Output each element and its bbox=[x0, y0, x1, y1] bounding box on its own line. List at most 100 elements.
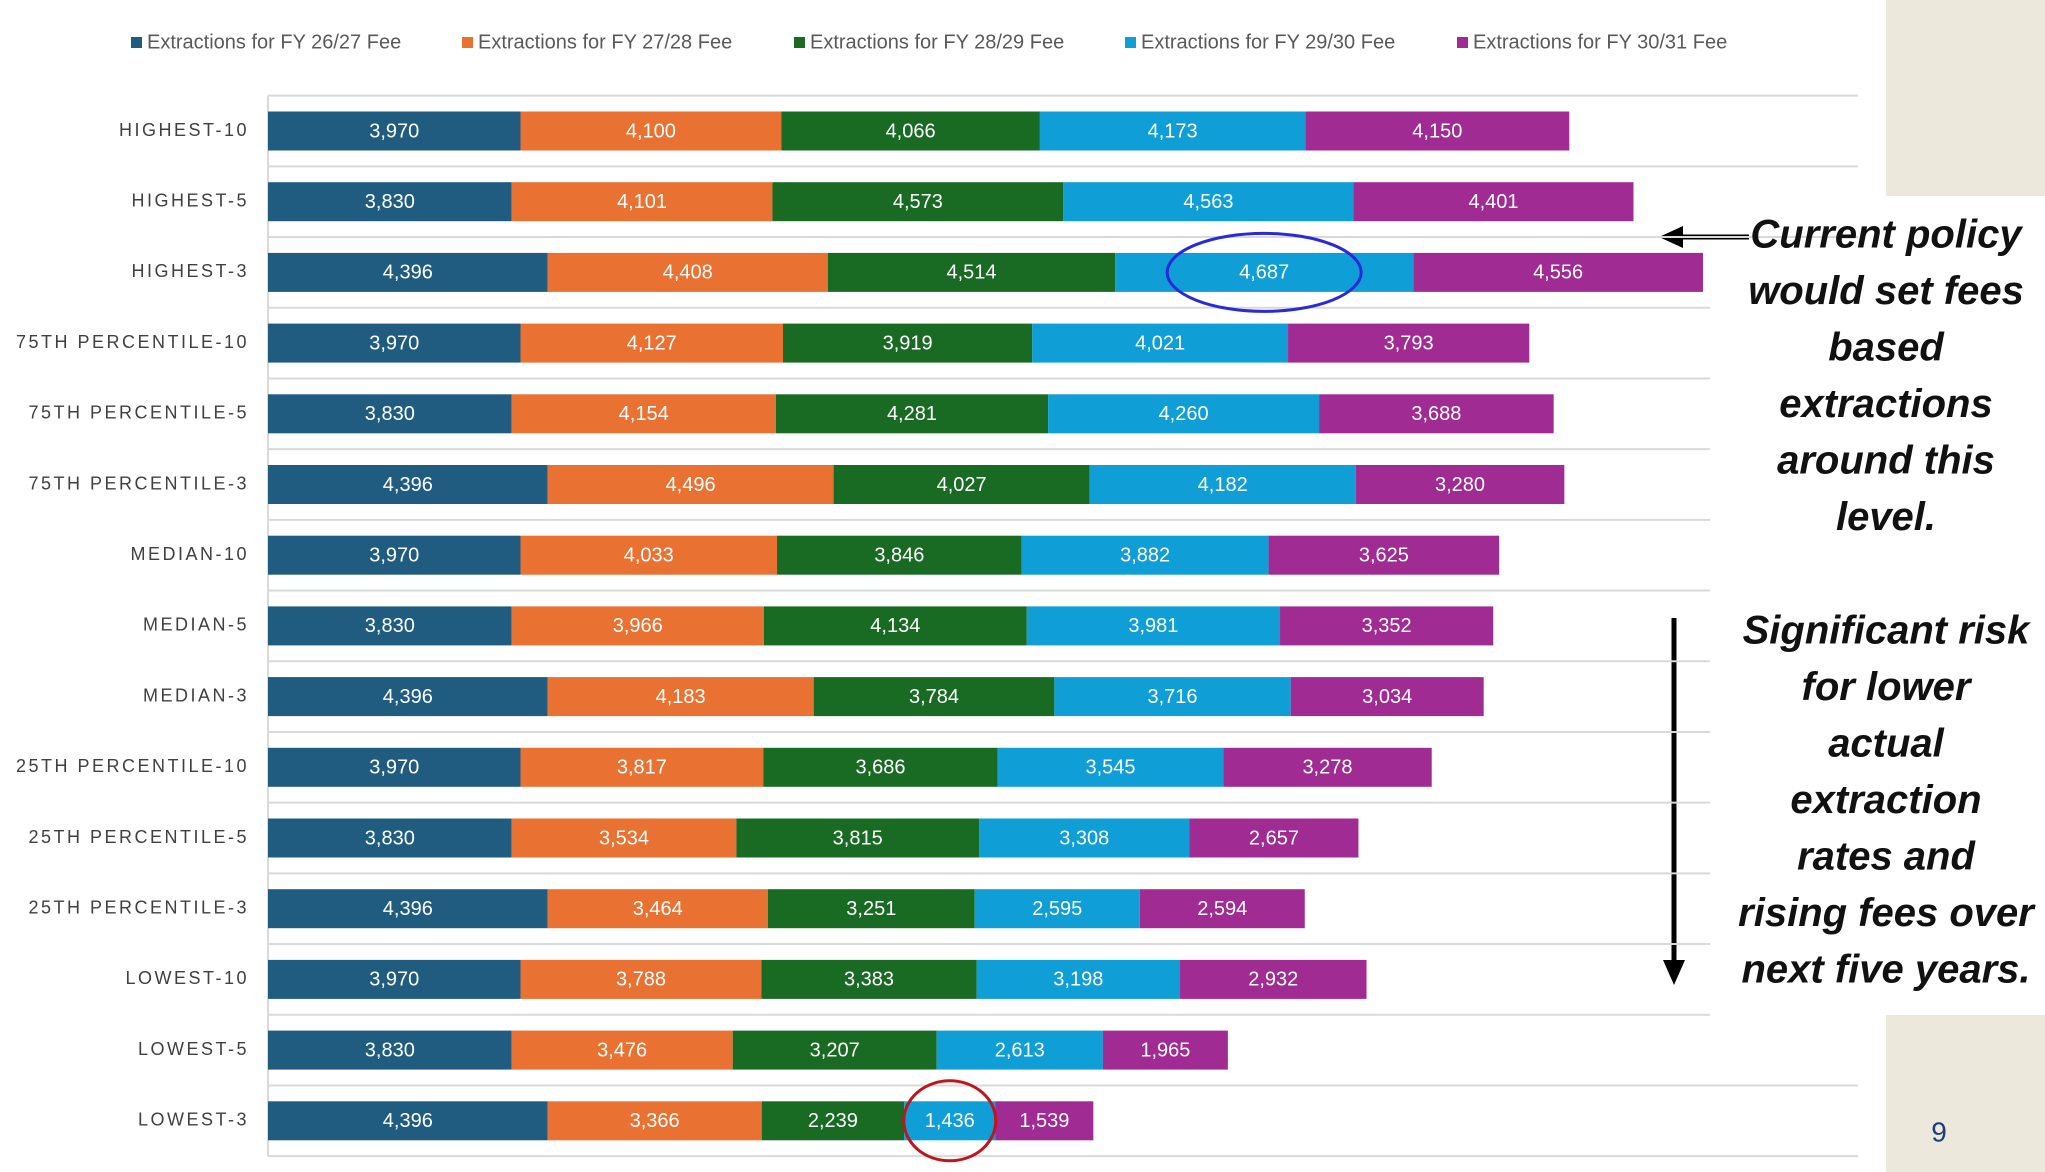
category-label: 25TH PERCENTILE-3 bbox=[28, 897, 249, 917]
annotation-text: would set fees bbox=[1748, 269, 2024, 313]
bar-segment bbox=[268, 394, 512, 434]
value-label: 3,830 bbox=[365, 1039, 415, 1061]
value-label: 3,207 bbox=[810, 1039, 860, 1061]
bar-segment bbox=[511, 1030, 733, 1070]
legend-label: Extractions for FY 26/27 Fee bbox=[147, 31, 401, 53]
bar-segment bbox=[511, 818, 737, 858]
category-label: 25TH PERCENTILE-10 bbox=[16, 756, 249, 776]
bar-segment bbox=[520, 535, 778, 575]
annotation-text: rates and bbox=[1797, 835, 1976, 879]
bar-segment bbox=[761, 1101, 905, 1141]
value-label: 3,476 bbox=[597, 1039, 647, 1061]
value-label: 3,793 bbox=[1384, 332, 1434, 354]
annotation-text: extraction bbox=[1790, 778, 1981, 822]
bar-segment bbox=[813, 677, 1055, 717]
side-panel bbox=[1886, 0, 2045, 196]
bar-segment bbox=[775, 394, 1049, 434]
bar-segment bbox=[974, 889, 1140, 929]
value-label: 3,966 bbox=[613, 615, 663, 637]
value-label: 3,534 bbox=[599, 827, 649, 849]
bar-segment bbox=[1063, 182, 1354, 222]
bar-segment bbox=[268, 182, 512, 222]
value-label: 4,573 bbox=[893, 191, 943, 213]
bar-segment bbox=[763, 747, 998, 787]
value-label: 3,545 bbox=[1085, 757, 1135, 779]
bar-segment bbox=[777, 535, 1022, 575]
side-panel bbox=[1886, 1015, 2045, 1172]
category-label: MEDIAN-10 bbox=[130, 544, 249, 564]
annotation-text: actual bbox=[1828, 722, 1944, 766]
category-label: 75TH PERCENTILE-3 bbox=[28, 473, 249, 493]
bar-segment bbox=[1089, 465, 1356, 504]
bar-segment bbox=[1139, 889, 1305, 929]
category-label: LOWEST-3 bbox=[138, 1110, 249, 1130]
value-label: 4,496 bbox=[666, 474, 716, 496]
bar-segment bbox=[268, 535, 521, 575]
bar-segment bbox=[1102, 1030, 1228, 1070]
category-label: HIGHEST-5 bbox=[131, 190, 249, 210]
bar-segment bbox=[1353, 182, 1634, 222]
value-label: 3,688 bbox=[1411, 403, 1461, 425]
category-label: 75TH PERCENTILE-10 bbox=[16, 332, 249, 352]
bar-segment bbox=[511, 182, 773, 222]
legend-label: Extractions for FY 27/28 Fee bbox=[478, 31, 732, 53]
annotation-text: rising fees over bbox=[1738, 891, 2036, 935]
value-label: 4,396 bbox=[383, 262, 433, 284]
value-label: 4,101 bbox=[617, 191, 667, 213]
legend-label: Extractions for FY 28/29 Fee bbox=[810, 31, 1064, 53]
value-label: 3,686 bbox=[855, 757, 905, 779]
bar-segment bbox=[1305, 111, 1570, 151]
bar-segment bbox=[1039, 111, 1306, 151]
category-label: LOWEST-10 bbox=[125, 968, 249, 988]
bar-segment bbox=[736, 818, 980, 858]
value-label: 4,281 bbox=[887, 403, 937, 425]
value-label: 3,308 bbox=[1059, 827, 1109, 849]
value-label: 4,563 bbox=[1183, 191, 1233, 213]
bar-segment bbox=[1180, 959, 1367, 999]
bar-segment bbox=[520, 323, 784, 363]
value-label: 4,514 bbox=[947, 262, 997, 284]
category-label: 75TH PERCENTILE-5 bbox=[28, 403, 249, 423]
value-label: 3,882 bbox=[1120, 544, 1170, 566]
bar-segment bbox=[1290, 677, 1484, 717]
bar-segment bbox=[783, 323, 1033, 363]
bar-segment bbox=[1355, 465, 1565, 504]
value-label: 2,657 bbox=[1249, 827, 1299, 849]
value-label: 3,830 bbox=[365, 191, 415, 213]
value-label: 3,280 bbox=[1435, 474, 1485, 496]
value-label: 4,134 bbox=[870, 615, 920, 637]
bar-segment bbox=[1032, 323, 1289, 363]
category-label: MEDIAN-3 bbox=[143, 685, 249, 705]
page-number: 9 bbox=[1931, 1116, 1947, 1147]
value-label: 2,613 bbox=[995, 1039, 1045, 1061]
value-label: 4,150 bbox=[1412, 120, 1462, 142]
value-label: 4,401 bbox=[1468, 191, 1518, 213]
legend-label: Extractions for FY 30/31 Fee bbox=[1473, 31, 1727, 53]
bar-segment bbox=[767, 889, 975, 929]
bar-segment bbox=[547, 889, 768, 929]
value-label: 1,539 bbox=[1019, 1110, 1069, 1132]
bar-segment bbox=[268, 606, 512, 646]
value-label: 4,396 bbox=[383, 1110, 433, 1132]
value-label: 1,965 bbox=[1140, 1039, 1190, 1061]
bar-segment bbox=[781, 111, 1040, 151]
annotation-text: based bbox=[1828, 326, 1945, 370]
bar-segment bbox=[547, 1101, 762, 1141]
legend-swatch bbox=[794, 37, 805, 48]
value-label: 4,173 bbox=[1148, 120, 1198, 142]
bar-segment bbox=[997, 747, 1224, 787]
bar-segment bbox=[268, 465, 548, 504]
value-label: 3,625 bbox=[1359, 544, 1409, 566]
value-label: 2,595 bbox=[1032, 898, 1082, 920]
value-label: 4,556 bbox=[1533, 262, 1583, 284]
value-label: 3,788 bbox=[616, 969, 666, 991]
category-label: LOWEST-5 bbox=[138, 1039, 249, 1059]
bar-segment bbox=[547, 465, 834, 504]
bar-segment bbox=[268, 959, 521, 999]
value-label: 3,815 bbox=[833, 827, 883, 849]
bar-segment bbox=[827, 252, 1116, 292]
bar-segment bbox=[268, 323, 521, 363]
value-label: 3,970 bbox=[369, 969, 419, 991]
legend-swatch bbox=[1125, 37, 1136, 48]
